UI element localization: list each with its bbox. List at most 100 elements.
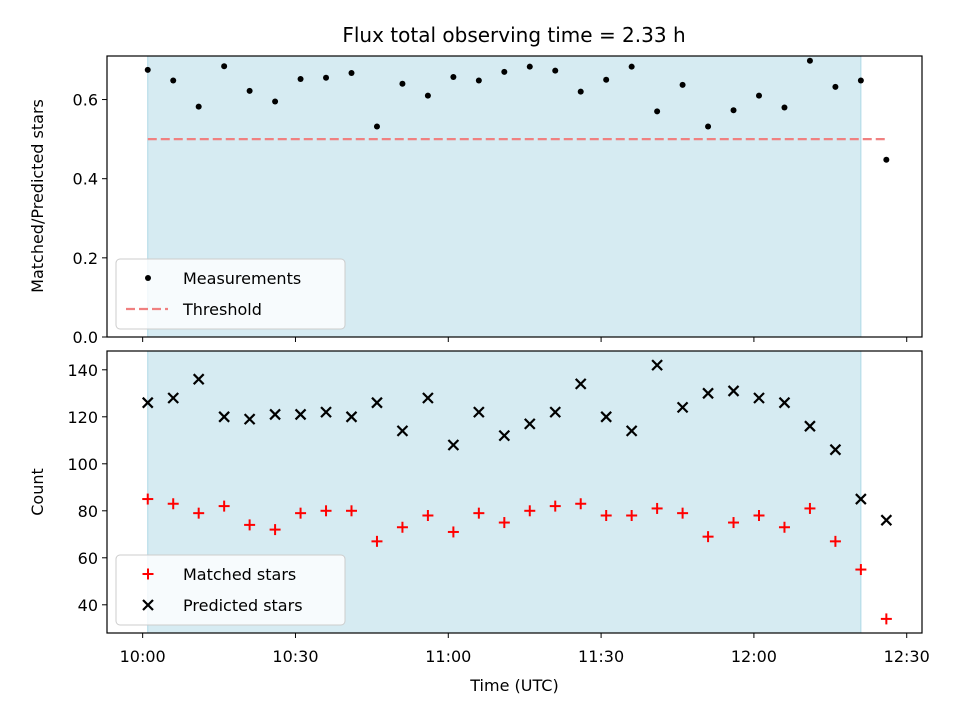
plus-marker <box>728 517 740 529</box>
legend-swatch-measurements <box>145 275 151 281</box>
plus-marker <box>244 519 256 531</box>
marker-stroke <box>855 493 867 505</box>
marker-stroke <box>422 392 434 404</box>
measurement-point <box>705 123 712 130</box>
plus-marker <box>549 500 561 512</box>
measurement-point <box>832 83 839 90</box>
marker-stroke <box>702 387 714 400</box>
marker-stroke <box>447 439 460 451</box>
marker-stroke <box>243 413 256 425</box>
plus-marker <box>447 526 459 538</box>
plus-marker <box>269 524 281 536</box>
marker-stroke <box>574 378 587 390</box>
marker-stroke <box>192 373 205 385</box>
x-marker <box>600 411 612 423</box>
measurement-point <box>679 81 686 88</box>
x-marker <box>498 429 511 442</box>
y-axis-label: Matched/Predicted stars <box>28 99 47 293</box>
x-marker <box>625 425 638 437</box>
measurement-point <box>195 103 202 110</box>
x-marker <box>473 406 485 418</box>
marker-stroke <box>829 443 842 456</box>
x-marker <box>880 514 893 526</box>
measurement-point <box>475 77 482 84</box>
marker-stroke <box>727 385 740 397</box>
plus-marker <box>422 510 434 521</box>
x-marker <box>320 406 332 418</box>
plus-marker <box>346 505 357 517</box>
marker-stroke <box>880 514 893 526</box>
measurement-point <box>552 67 559 74</box>
marker-stroke <box>600 411 612 423</box>
plus-marker <box>753 510 765 521</box>
x-marker <box>396 425 409 437</box>
marker-stroke <box>651 359 663 371</box>
measurement-point <box>424 92 431 99</box>
x-marker <box>804 420 816 432</box>
marker-stroke <box>778 396 791 409</box>
x-marker <box>447 439 460 451</box>
plus-marker <box>396 521 408 533</box>
y-tick-label: 100 <box>67 455 98 474</box>
legend-box <box>115 258 346 330</box>
measurement-point <box>628 63 635 70</box>
measurement-point <box>450 73 457 80</box>
marker-stroke <box>345 411 358 423</box>
legend-label: Measurements <box>183 269 301 288</box>
marker-stroke <box>676 401 689 414</box>
y-tick-label: 0.0 <box>73 328 98 347</box>
measurement-point <box>857 77 864 84</box>
plus-marker <box>855 564 867 576</box>
measurement-point <box>577 88 584 95</box>
measurement-point <box>272 98 279 105</box>
x-tick-label: 11:00 <box>425 647 471 666</box>
x-marker <box>243 413 256 425</box>
measurement-point <box>170 77 177 84</box>
x-marker <box>829 443 842 456</box>
plus-marker <box>626 510 638 521</box>
measurement-point <box>221 63 228 70</box>
marker-stroke <box>269 408 281 421</box>
measurement-point <box>501 68 508 75</box>
marker-stroke <box>218 411 230 423</box>
y-tick-label: 0.4 <box>73 170 98 189</box>
plus-marker <box>778 521 790 533</box>
legend-swatch-matched <box>142 568 154 580</box>
x-marker <box>855 493 867 505</box>
marker-stroke <box>141 396 154 409</box>
x-marker <box>141 396 154 409</box>
x-marker <box>524 418 536 430</box>
y-tick-label: 40 <box>78 596 98 615</box>
plus-marker <box>702 531 714 543</box>
y-tick-label: 80 <box>78 502 98 521</box>
measurement-point <box>883 156 890 163</box>
plus-marker <box>193 507 205 519</box>
y-tick-label: 0.2 <box>73 249 98 268</box>
plus-marker <box>167 498 179 510</box>
chart-title: Flux total observing time = 2.33 h <box>342 23 685 47</box>
measurement-point <box>730 107 737 114</box>
marker-stroke <box>142 599 154 611</box>
measurement-point <box>348 70 355 77</box>
marker-stroke <box>320 406 332 418</box>
measurement-point <box>144 66 151 73</box>
marker-stroke <box>396 425 409 437</box>
x-marker <box>676 401 689 414</box>
legend-box <box>115 554 346 626</box>
plus-marker <box>804 502 816 514</box>
x-marker <box>422 392 434 404</box>
y-tick-label: 140 <box>67 361 98 380</box>
x-marker <box>778 396 791 409</box>
plus-marker <box>473 507 485 519</box>
plot-frame <box>106 55 923 338</box>
x-marker <box>269 408 281 421</box>
marker-stroke <box>473 406 485 418</box>
plus-marker <box>651 502 663 514</box>
plot-frame <box>106 350 923 634</box>
plus-marker <box>371 535 383 547</box>
x-tick-label: 12:30 <box>884 647 930 666</box>
measurement-point <box>654 108 661 115</box>
plus-marker <box>880 613 892 625</box>
x-marker <box>702 387 714 400</box>
plus-marker <box>829 535 841 547</box>
